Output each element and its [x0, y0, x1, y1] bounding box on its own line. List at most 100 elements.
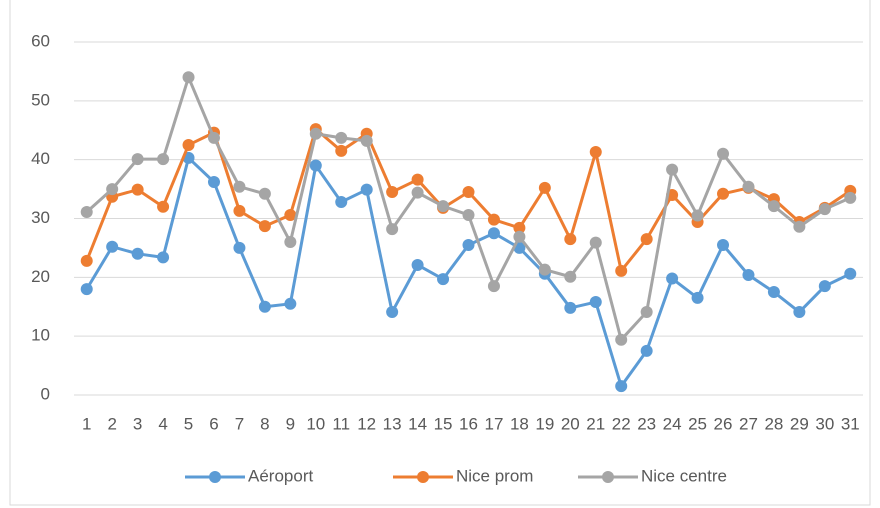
x-tick-label: 12 — [357, 414, 376, 433]
legend-label: Nice centre — [641, 466, 727, 485]
point — [207, 176, 220, 189]
x-tick-label: 27 — [739, 414, 758, 433]
point — [284, 208, 297, 221]
point — [157, 200, 170, 213]
point — [309, 159, 322, 172]
x-tick-label: 10 — [306, 414, 325, 433]
point — [589, 236, 602, 249]
x-tick-label: 5 — [184, 414, 193, 433]
point — [487, 280, 500, 293]
point — [386, 223, 399, 236]
point — [80, 283, 93, 296]
point — [106, 240, 119, 253]
x-tick-label: 18 — [510, 414, 529, 433]
point — [360, 183, 373, 196]
point — [437, 273, 450, 286]
x-tick-label: 29 — [790, 414, 809, 433]
point — [335, 144, 348, 157]
y-tick-label: 0 — [41, 384, 50, 403]
x-tick-label: 20 — [561, 414, 580, 433]
point — [80, 254, 93, 267]
point — [233, 204, 246, 217]
point — [335, 196, 348, 209]
legend-label: Nice prom — [456, 466, 533, 485]
y-tick-label: 30 — [31, 208, 50, 227]
point — [462, 186, 475, 199]
x-tick-label: 13 — [383, 414, 402, 433]
x-tick-label: 7 — [235, 414, 244, 433]
point — [258, 187, 271, 200]
point — [793, 220, 806, 233]
point — [564, 270, 577, 283]
point — [487, 213, 500, 226]
y-tick-label: 10 — [31, 326, 50, 345]
point — [615, 333, 628, 346]
x-tick-label: 11 — [332, 414, 350, 433]
point — [666, 272, 679, 285]
point — [742, 268, 755, 281]
point — [284, 297, 297, 310]
series-line — [85, 75, 851, 342]
point — [182, 138, 195, 151]
point — [411, 186, 424, 199]
point — [462, 208, 475, 221]
x-tick-label: 3 — [133, 414, 142, 433]
point — [233, 241, 246, 254]
point — [335, 131, 348, 144]
point — [309, 127, 322, 140]
x-tick-label: 4 — [158, 414, 167, 433]
legend-marker — [209, 471, 221, 483]
point — [80, 206, 93, 219]
point — [666, 163, 679, 176]
y-tick-label: 40 — [31, 149, 50, 168]
point — [793, 306, 806, 319]
x-tick-label: 21 — [586, 414, 605, 433]
point — [131, 183, 144, 196]
x-tick-label: 8 — [260, 414, 269, 433]
x-tick-label: 28 — [764, 414, 783, 433]
x-tick-label: 24 — [663, 414, 682, 433]
chart-border — [9, 0, 871, 506]
point — [691, 209, 704, 222]
point — [717, 187, 730, 200]
point — [462, 238, 475, 251]
x-tick-label: 2 — [107, 414, 116, 433]
point — [360, 134, 373, 147]
y-tick-label: 60 — [31, 31, 50, 50]
point — [513, 230, 526, 243]
legend-marker — [602, 471, 614, 483]
point — [818, 203, 831, 216]
x-tick-label: 17 — [484, 414, 503, 433]
point — [131, 153, 144, 166]
y-tick-label: 50 — [31, 90, 50, 109]
point — [615, 380, 628, 393]
point — [411, 173, 424, 186]
point — [717, 147, 730, 160]
x-tick-label: 31 — [841, 414, 860, 433]
point — [742, 180, 755, 193]
point — [767, 200, 780, 213]
point — [844, 267, 857, 280]
point — [818, 280, 831, 293]
point — [106, 183, 119, 196]
point — [589, 296, 602, 309]
point — [538, 263, 551, 276]
x-tick-label: 22 — [612, 414, 631, 433]
x-tick-label: 9 — [286, 414, 295, 433]
point — [157, 251, 170, 264]
point — [844, 191, 857, 204]
point — [691, 291, 704, 304]
point — [615, 264, 628, 277]
x-tick-label: 23 — [637, 414, 656, 433]
legend-label: Aéroport — [248, 466, 313, 485]
legend-marker — [417, 471, 429, 483]
point — [258, 300, 271, 313]
point — [258, 220, 271, 233]
point — [513, 221, 526, 234]
point — [640, 233, 653, 246]
point — [131, 247, 144, 260]
point — [233, 180, 246, 193]
x-tick-label: 26 — [714, 414, 733, 433]
point — [640, 344, 653, 357]
